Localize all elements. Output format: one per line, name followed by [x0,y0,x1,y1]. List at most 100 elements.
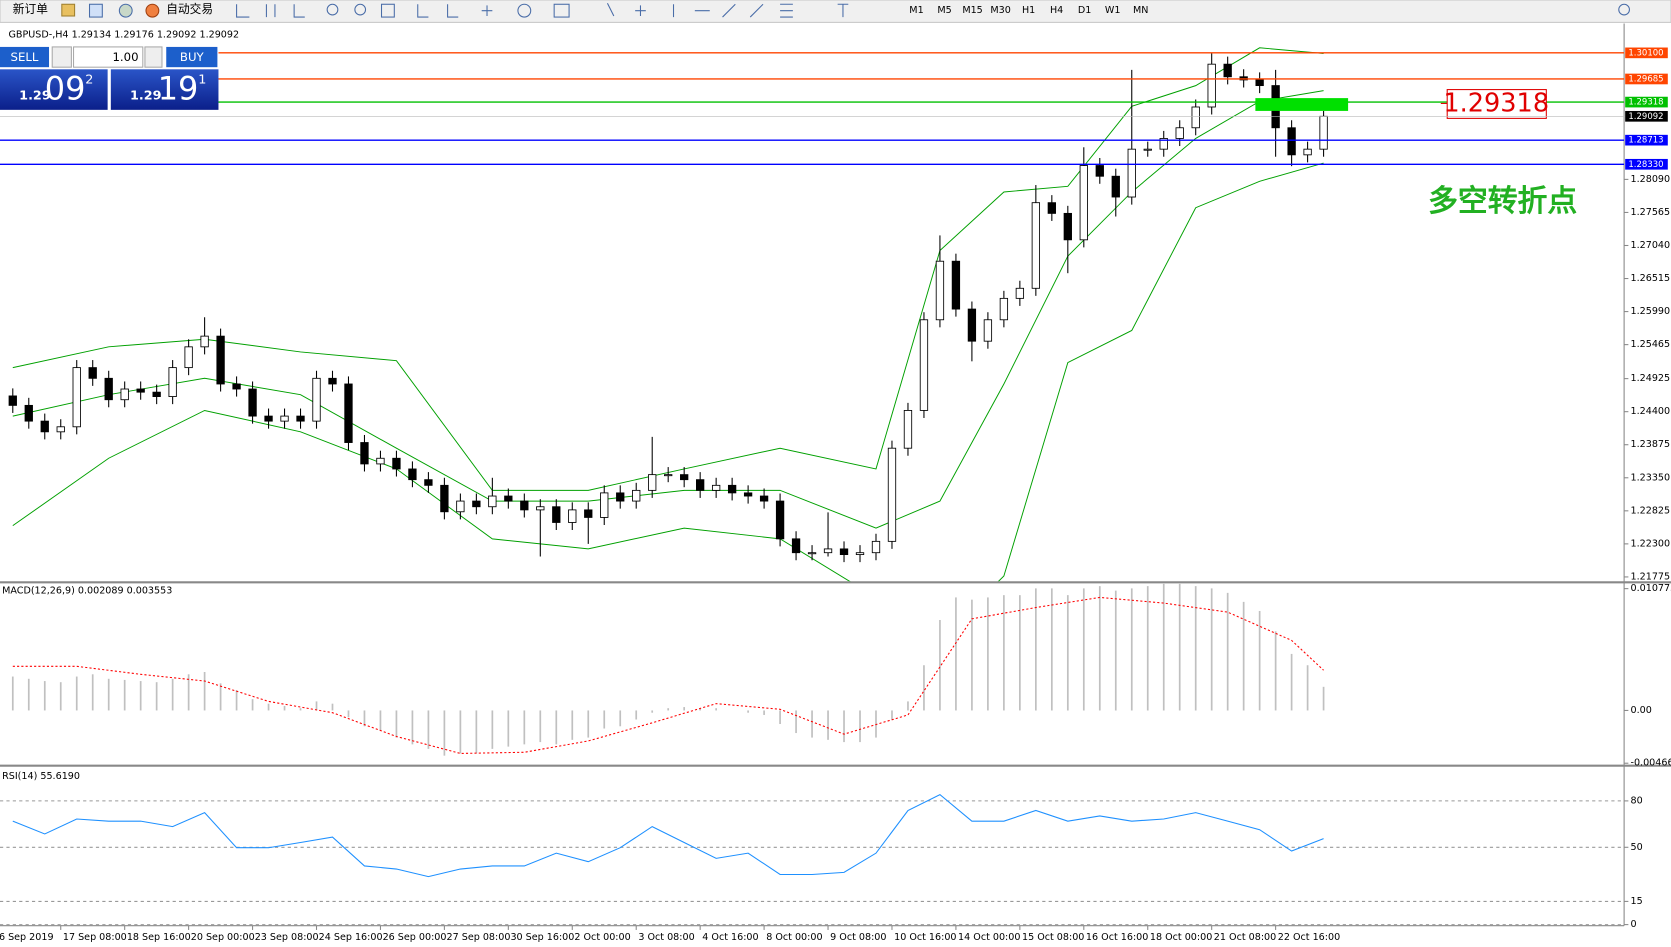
x-tick-label: 2 Oct 00:00 [574,932,630,943]
candle-body [56,426,65,433]
y-tick-label: -0.004668 [1631,758,1671,769]
candle-body [999,297,1009,321]
y-tick-label: 1.23350 [1631,472,1671,483]
buy-price-box[interactable] [110,69,219,110]
candle-body [696,479,705,491]
y-tick-label: 1.28090 [1631,174,1671,185]
candle-body [216,335,225,385]
candle-body [296,415,305,422]
level-tag [1625,134,1668,146]
candle-body [392,457,401,470]
candle-body [711,484,721,491]
candle-body [328,377,337,385]
y-tick-label: 1.27040 [1631,240,1671,251]
x-tick-label: 17 Sep 08:00 [63,932,127,943]
x-tick-label: 26 Sep 00:00 [383,932,447,943]
candle-body [120,388,129,401]
level-label: 1.29318 [1628,98,1663,108]
y-tick-label: 1.21775 [1631,571,1671,582]
x-tick-label: 6 Sep 2019 [0,932,54,943]
candle-body [344,383,353,443]
x-tick-label: 9 Oct 08:00 [830,932,886,943]
candle-body [424,479,433,486]
candle-body [664,474,673,477]
timeframe-button[interactable]: M1 [909,5,923,16]
candle-body [72,367,81,428]
level-tag [1625,96,1668,108]
sell-button[interactable] [0,46,50,68]
candle-body [727,484,737,494]
candle-body [40,420,49,433]
bid-tag [1625,110,1668,122]
candle-body [967,308,977,342]
timeframe-button[interactable]: M30 [990,5,1010,16]
candle-body [488,495,497,508]
x-tick-label: 20 Sep 00:00 [191,932,255,943]
sell-label[interactable]: SELL [11,50,39,64]
level-label: 1.30100 [1628,48,1663,58]
level-tag [1625,73,1668,85]
level-tag [1625,158,1668,170]
timeframe-button[interactable]: H4 [1050,5,1063,16]
timeframe-button[interactable]: M5 [937,5,951,16]
candle-body [1287,127,1296,156]
toolbar-auto-trading[interactable]: 自动交易 [166,2,213,16]
candle-body [919,319,929,411]
rsi-title: RSI(14) 55.6190 [2,771,80,782]
candle-body [1079,165,1088,241]
macd-signal [12,596,1324,754]
lot-down[interactable] [51,46,72,68]
candle-body [472,500,481,508]
candle-body [264,415,273,422]
candle-body [1031,202,1041,289]
candle-body [8,395,17,406]
candle-body [648,474,657,491]
candle-body [312,377,321,422]
candle-body [887,447,897,542]
candle-body [1143,148,1152,151]
bollinger-upper [12,47,1324,491]
candle-body [184,346,193,369]
sell-price-box[interactable] [0,69,108,110]
x-tick-label: 24 Sep 16:00 [319,932,383,943]
lot-input[interactable] [72,46,144,68]
candle-body [759,495,769,502]
y-tick-label: 50 [1631,842,1643,853]
candle-body [1223,63,1232,78]
x-tick-label: 8 Oct 00:00 [766,932,822,943]
y-tick-label: 0 [1631,919,1637,930]
timeframe-button[interactable]: W1 [1105,5,1121,16]
candle-body [24,404,33,422]
x-tick-label: 22 Oct 16:00 [1278,932,1340,943]
candle-body [232,383,241,390]
candle-body [136,388,145,393]
macd-title: MACD(12,26,9) 0.002089 0.003553 [2,585,172,596]
timeframe-button[interactable]: M15 [962,5,982,16]
y-tick-label: 1.22825 [1631,505,1671,516]
note-annotation: 多空转折点 [1428,184,1577,219]
level-label: 1.29685 [1628,74,1663,84]
x-tick-label: 27 Sep 08:00 [447,932,511,943]
candle-body [1159,138,1168,150]
candle-body [1207,63,1216,108]
toolbar-new-order[interactable]: 新订单 [13,2,48,16]
candle-body [871,540,881,554]
x-tick-label: 21 Oct 08:00 [1214,932,1276,943]
highlight-box [1255,98,1349,111]
candle-body [536,506,545,511]
candle-body [855,552,865,556]
timeframe-button[interactable]: D1 [1078,5,1091,16]
y-tick-label: 0.010775 [1631,583,1671,594]
lot-value[interactable]: 1.00 [112,50,138,64]
main-plot [0,25,1625,582]
buy-price-point: 1 [198,72,206,87]
x-tick-label: 4 Oct 16:00 [702,932,758,943]
lot-up[interactable] [144,46,163,68]
candle-body [1319,115,1328,150]
timeframe-button[interactable]: H1 [1022,5,1035,16]
candle-body [376,457,385,465]
buy-button[interactable] [166,46,218,68]
buy-label[interactable]: BUY [180,50,205,64]
timeframe-button[interactable]: MN [1133,5,1148,16]
